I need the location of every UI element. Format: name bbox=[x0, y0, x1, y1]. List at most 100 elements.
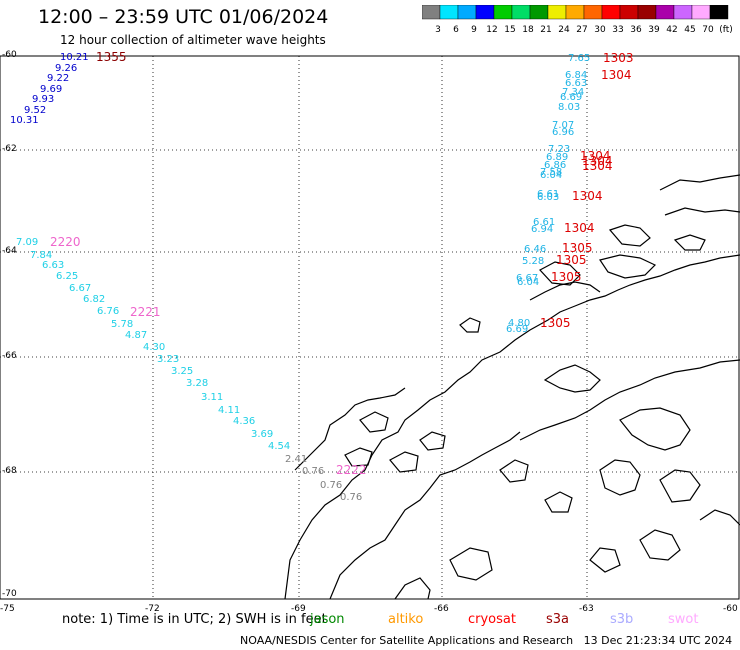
legend-label: 39 bbox=[648, 25, 660, 35]
time-label: 1355 bbox=[96, 50, 127, 64]
time-label: 2221 bbox=[130, 305, 161, 319]
mission-cryosat: cryosat bbox=[468, 612, 516, 627]
legend-label: 36 bbox=[630, 25, 642, 35]
swh-value-label: 0.76 bbox=[320, 480, 342, 491]
graticule bbox=[0, 56, 740, 599]
swh-value-label: 7.65 bbox=[568, 53, 590, 64]
swh-value-label: 7.58 bbox=[540, 167, 562, 178]
swh-value-label: 6.61 bbox=[537, 189, 559, 200]
time-label: 1305 bbox=[540, 316, 571, 330]
swh-value-label: 10.31 bbox=[10, 115, 39, 126]
legend-label: 3 bbox=[435, 25, 441, 35]
swh-value-label: 4.11 bbox=[218, 405, 240, 416]
legend-label: 9 bbox=[471, 25, 477, 35]
time-label: 1304 bbox=[580, 149, 611, 163]
time-label: 2222 bbox=[336, 463, 367, 477]
lat-tick-label: -60 bbox=[2, 50, 17, 60]
color-scale-legend: 3 6 9 12 15 18 21 24 27 30 33 36 39 42 45 70 (ft) bbox=[422, 5, 732, 35]
swh-value-label: 3.11 bbox=[201, 392, 223, 403]
time-label: 1303 bbox=[603, 51, 634, 65]
swh-value-label: 6.63 bbox=[565, 78, 587, 89]
swh-value-label: 9.69 bbox=[40, 84, 62, 95]
legend-label: 42 bbox=[666, 25, 677, 35]
swh-value-label: 8.03 bbox=[558, 102, 580, 113]
map-frame bbox=[0, 55, 740, 600]
map-subtitle: 12 hour collection of altimeter wave hei… bbox=[60, 33, 326, 47]
lon-tick-label: -60 bbox=[723, 604, 738, 614]
legend-label: 27 bbox=[576, 25, 587, 35]
swh-value-label: 3.69 bbox=[251, 429, 273, 440]
swh-value-label: 7.09 bbox=[16, 237, 38, 248]
legend-label: (ft) bbox=[719, 25, 732, 35]
swh-value-label: 9.52 bbox=[24, 105, 46, 116]
swh-value-label: 4.54 bbox=[268, 441, 290, 452]
swh-value-label: 6.89 bbox=[546, 152, 568, 163]
swh-value-label: 6.46 bbox=[524, 244, 546, 255]
lon-tick-label: -69 bbox=[291, 604, 306, 614]
legend-swatch bbox=[709, 5, 729, 20]
time-label: 1304 bbox=[572, 189, 603, 203]
swh-value-label: 0.76 bbox=[340, 492, 362, 503]
swh-value-label: 6.69 bbox=[560, 92, 582, 103]
swh-value-label: 7.07 bbox=[552, 120, 574, 131]
mission-altiko: altiko bbox=[388, 612, 424, 627]
swh-value-label: 6.63 bbox=[42, 260, 64, 271]
swh-value-label: 3.25 bbox=[171, 366, 193, 377]
swh-value-label: 6.82 bbox=[83, 294, 105, 305]
mission-s3a: s3a bbox=[546, 612, 570, 627]
swh-value-label: 6.76 bbox=[97, 306, 119, 317]
time-label: 1305 bbox=[556, 253, 587, 267]
swh-value-label: 0.76 bbox=[302, 466, 324, 477]
swh-value-label: 9.26 bbox=[55, 63, 77, 74]
time-label: 1305 bbox=[551, 270, 582, 284]
lon-tick-label: -66 bbox=[434, 604, 449, 614]
mission-jason: jason bbox=[310, 612, 345, 627]
time-label: 1304 bbox=[601, 68, 632, 82]
mission-swot: swot bbox=[668, 612, 699, 627]
swh-value-label: 10.21 bbox=[60, 52, 89, 63]
timestamp-text: 13 Dec 21:23:34 UTC 2024 bbox=[583, 634, 733, 647]
swh-value-label: 5.28 bbox=[522, 256, 544, 267]
swh-value-label: 6.96 bbox=[552, 127, 574, 138]
swh-value-label: 6.67 bbox=[516, 273, 538, 284]
swh-value-label: 9.93 bbox=[32, 94, 54, 105]
legend-label: 18 bbox=[522, 25, 534, 35]
lat-tick-label: -68 bbox=[2, 466, 17, 476]
credit-text: NOAA/NESDIS Center for Satellite Applica… bbox=[240, 634, 574, 647]
swh-value-label: 6.03 bbox=[537, 192, 559, 203]
lon-tick-label: -63 bbox=[579, 604, 594, 614]
lat-tick-label: -62 bbox=[2, 144, 17, 154]
swh-value-label: 9.22 bbox=[47, 73, 69, 84]
lon-tick-label: -75 bbox=[0, 604, 15, 614]
footer-note: note: 1) Time is in UTC; 2) SWH is in fe… bbox=[62, 612, 327, 627]
swh-value-label: 3.28 bbox=[186, 378, 208, 389]
swh-value-label: 7.23 bbox=[548, 144, 570, 155]
time-label: 2220 bbox=[50, 235, 81, 249]
swh-value-label: 3.23 bbox=[157, 354, 179, 365]
swh-value-label: 4.30 bbox=[143, 342, 165, 353]
lon-tick-label: -72 bbox=[145, 604, 160, 614]
footer-credit-line: NOAA/NESDIS Center for Satellite Applica… bbox=[240, 634, 732, 647]
swh-value-label: 6.69 bbox=[506, 324, 528, 335]
lat-tick-label: -66 bbox=[2, 351, 17, 361]
time-label: 1305 bbox=[562, 241, 593, 255]
swh-value-label: 7.34 bbox=[562, 87, 584, 98]
map-title: 12:00 – 23:59 UTC 01/06/2024 bbox=[38, 6, 329, 28]
swh-value-label: 4.87 bbox=[125, 330, 147, 341]
swh-value-label: 5.78 bbox=[111, 319, 133, 330]
legend-label: 12 bbox=[486, 25, 497, 35]
legend-label: 6 bbox=[453, 25, 459, 35]
swh-value-label: 6.04 bbox=[517, 277, 539, 288]
legend-label: 45 bbox=[684, 25, 695, 35]
time-label: 1304 bbox=[582, 159, 613, 173]
legend-label: 70 bbox=[702, 25, 714, 35]
legend-label: 21 bbox=[540, 25, 551, 35]
swh-value-label: 6.04 bbox=[540, 170, 562, 181]
legend-label: 24 bbox=[558, 25, 570, 35]
swh-value-label: 6.84 bbox=[565, 70, 587, 81]
swh-value-label: 6.94 bbox=[531, 224, 553, 235]
legend-label: 15 bbox=[504, 25, 515, 35]
legend-label: 33 bbox=[612, 25, 623, 35]
